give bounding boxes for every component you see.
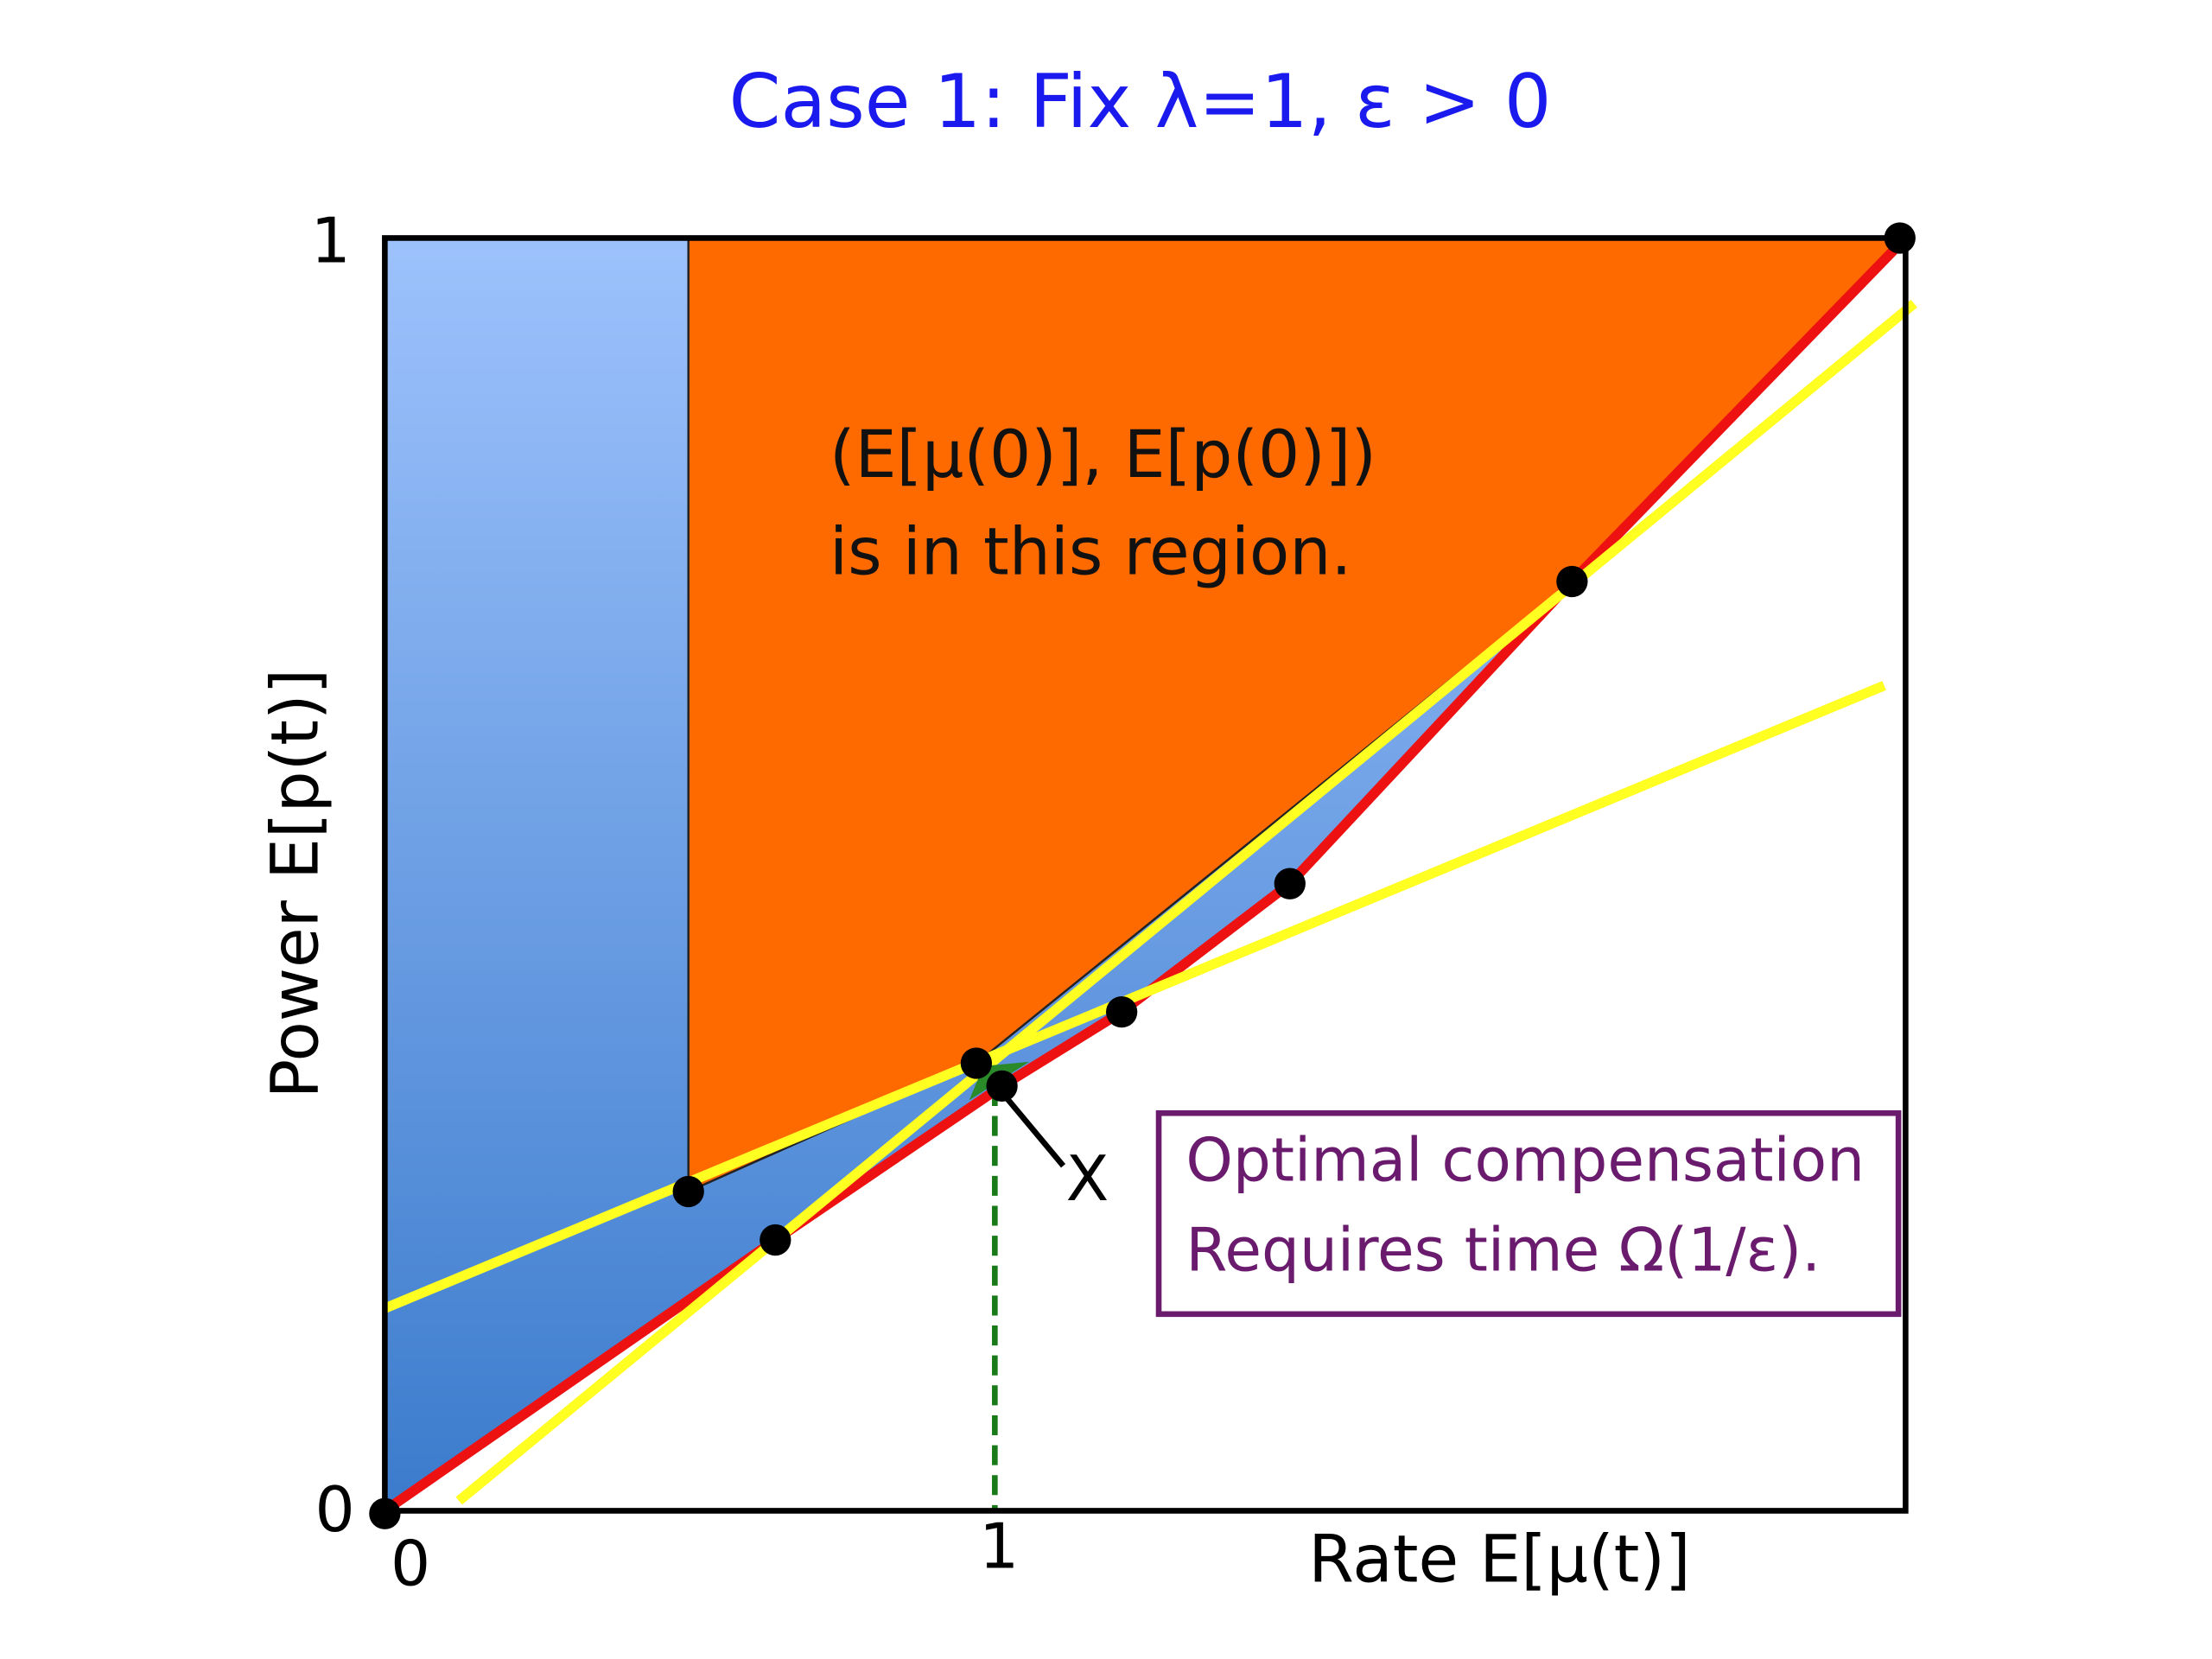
pointer: [1004, 1095, 1066, 1168]
x-axis-label: Rate E[μ(t)]: [1308, 1521, 1690, 1597]
point: [1274, 868, 1306, 899]
point: [1106, 995, 1138, 1028]
title: Case 1: Fix λ=1, ε > 0: [729, 59, 1552, 145]
note-box: [1155, 1109, 1902, 1318]
x-tick-label: 0: [391, 1528, 430, 1600]
point: [960, 1047, 993, 1079]
tangent-line: [455, 299, 1917, 1505]
point: [369, 1497, 401, 1529]
y-axis-label: Power E[p(t)]: [257, 669, 333, 1099]
region-label: (E[μ(0)], E[p(0)]): [830, 416, 1376, 493]
points: [369, 222, 1916, 1529]
point: [672, 1175, 704, 1208]
initial-region: [687, 237, 1909, 1193]
point: [1556, 565, 1588, 598]
y-tick-label: 0: [315, 1474, 355, 1547]
tangent-line: [383, 681, 1886, 1313]
point-label: X: [1066, 1143, 1109, 1216]
note-text: Requires time Ω(1/ε).: [1185, 1217, 1821, 1286]
point: [986, 1070, 1018, 1103]
point: [1884, 222, 1916, 254]
plot-frame: [382, 235, 1909, 1514]
region-label: is in this region.: [830, 513, 1352, 589]
point: [760, 1224, 791, 1256]
x-tick-label: 1: [979, 1511, 1019, 1584]
y-tick-label: 1: [311, 206, 351, 278]
note-text: Optimal compensation: [1185, 1127, 1865, 1196]
